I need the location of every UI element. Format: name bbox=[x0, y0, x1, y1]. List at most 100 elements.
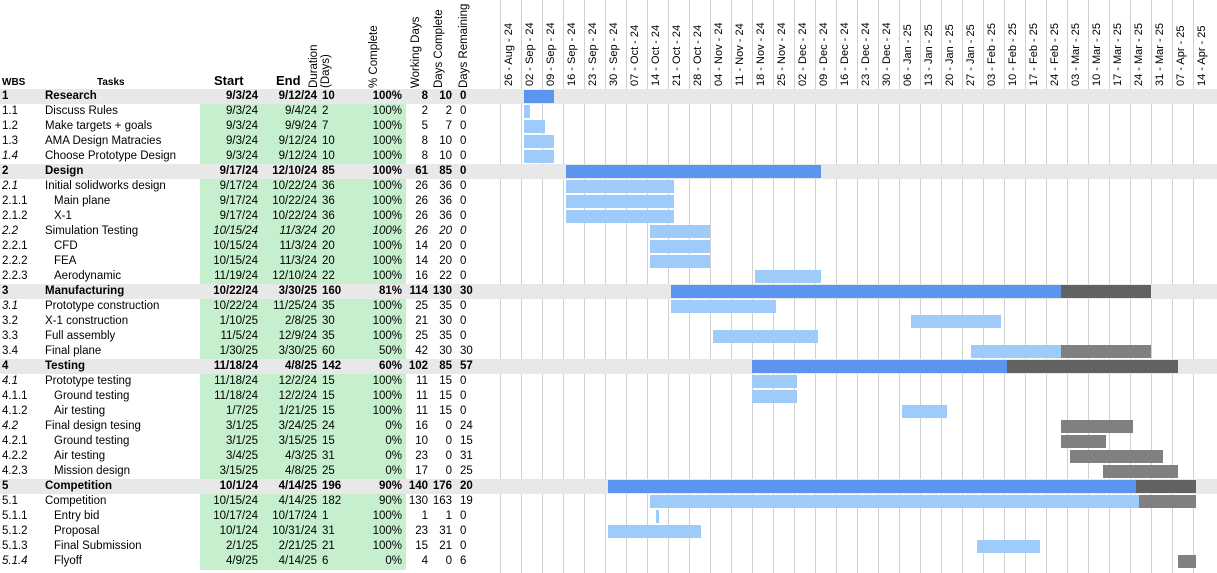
days-complete-cell[interactable]: 2 bbox=[445, 105, 452, 117]
working-days-cell[interactable]: 8 bbox=[421, 150, 428, 162]
wbs-cell[interactable]: 2.2.3 bbox=[2, 270, 28, 282]
duration-cell[interactable]: 6 bbox=[322, 555, 329, 567]
days-complete-cell[interactable]: 15 bbox=[439, 390, 452, 402]
wbs-cell[interactable]: 3.1 bbox=[2, 300, 18, 312]
end-date-cell[interactable]: 4/14/25 bbox=[278, 555, 317, 567]
wbs-cell[interactable]: 1.3 bbox=[2, 135, 18, 147]
days-remaining-cell[interactable]: 0 bbox=[460, 540, 467, 552]
working-days-cell[interactable]: 11 bbox=[416, 390, 428, 402]
wbs-cell[interactable]: 3.2 bbox=[2, 315, 18, 327]
task-name-cell[interactable]: X-1 construction bbox=[45, 315, 129, 327]
end-date-cell[interactable]: 2/8/25 bbox=[285, 315, 317, 327]
percent-complete-cell[interactable]: 100% bbox=[372, 540, 402, 552]
days-complete-cell[interactable]: 163 bbox=[432, 495, 452, 507]
end-date-cell[interactable]: 12/10/24 bbox=[272, 270, 317, 282]
days-complete-cell[interactable]: 15 bbox=[439, 375, 452, 387]
duration-cell[interactable]: 20 bbox=[322, 255, 335, 267]
days-remaining-cell[interactable]: 0 bbox=[460, 195, 467, 207]
end-date-cell[interactable]: 3/24/25 bbox=[278, 420, 317, 432]
days-remaining-cell[interactable]: 0 bbox=[460, 210, 467, 222]
wbs-cell[interactable]: 4.2.1 bbox=[2, 435, 28, 447]
days-complete-cell[interactable]: 22 bbox=[439, 270, 452, 282]
duration-cell[interactable]: 1 bbox=[322, 510, 329, 522]
days-remaining-cell[interactable]: 0 bbox=[460, 255, 467, 267]
days-remaining-cell[interactable]: 30 bbox=[460, 285, 473, 297]
percent-complete-cell[interactable]: 100% bbox=[372, 525, 402, 537]
wbs-cell[interactable]: 4 bbox=[2, 360, 9, 372]
task-row[interactable]: 4.1 Prototype testing 11/18/24 12/2/24 15 100… bbox=[0, 374, 1217, 389]
days-complete-cell[interactable]: 30 bbox=[439, 315, 452, 327]
end-date-cell[interactable]: 4/8/25 bbox=[285, 465, 317, 477]
wbs-cell[interactable]: 2.2.2 bbox=[2, 255, 28, 267]
days-remaining-cell[interactable]: 0 bbox=[460, 90, 467, 102]
wbs-cell[interactable]: 3 bbox=[2, 285, 9, 297]
days-remaining-cell[interactable]: 19 bbox=[460, 495, 473, 507]
task-name-cell[interactable]: Prototype construction bbox=[45, 300, 160, 312]
wbs-cell[interactable]: 2.1 bbox=[2, 180, 18, 192]
percent-complete-cell[interactable]: 100% bbox=[372, 270, 402, 282]
percent-complete-cell[interactable]: 100% bbox=[372, 390, 402, 402]
days-complete-cell[interactable]: 1 bbox=[445, 510, 452, 522]
task-row[interactable]: 4.2.1 Ground testing 3/1/25 3/15/25 15 0% 10 0 1… bbox=[0, 434, 1217, 449]
task-row[interactable]: 2.2.1 CFD 10/15/24 11/3/24 20 100% 14 20 0 bbox=[0, 239, 1217, 254]
task-row[interactable]: 3.4 Final plane 1/30/25 3/30/25 60 50% 42 30 30 bbox=[0, 344, 1217, 359]
days-remaining-cell[interactable]: 25 bbox=[460, 465, 473, 477]
start-date-cell[interactable]: 11/18/24 bbox=[214, 390, 258, 402]
duration-cell[interactable]: 31 bbox=[322, 450, 335, 462]
start-date-cell[interactable]: 11/5/24 bbox=[220, 330, 258, 342]
days-remaining-cell[interactable]: 0 bbox=[460, 270, 467, 282]
end-date-cell[interactable]: 9/9/24 bbox=[285, 120, 317, 132]
task-row[interactable]: 5.1.1 Entry bid 10/17/24 10/17/24 1 100% 1 1 0 bbox=[0, 509, 1217, 524]
days-complete-cell[interactable]: 10 bbox=[439, 135, 452, 147]
task-name-cell[interactable]: Entry bid bbox=[54, 510, 100, 522]
task-row[interactable]: 5.1.4 Flyoff 4/9/25 4/14/25 6 0% 4 0 6 bbox=[0, 554, 1217, 569]
working-days-cell[interactable]: 23 bbox=[415, 450, 428, 462]
percent-complete-cell[interactable]: 100% bbox=[372, 210, 402, 222]
end-date-cell[interactable]: 2/21/25 bbox=[278, 540, 317, 552]
days-remaining-cell[interactable]: 0 bbox=[460, 135, 467, 147]
days-remaining-cell[interactable]: 0 bbox=[460, 180, 467, 192]
end-date-cell[interactable]: 4/14/25 bbox=[278, 480, 317, 492]
duration-cell[interactable]: 15 bbox=[322, 390, 335, 402]
percent-complete-cell[interactable]: 100% bbox=[372, 180, 402, 192]
days-remaining-cell[interactable]: 0 bbox=[460, 300, 467, 312]
start-date-cell[interactable]: 3/4/25 bbox=[226, 450, 258, 462]
start-date-cell[interactable]: 9/17/24 bbox=[219, 165, 258, 177]
duration-cell[interactable]: 15 bbox=[322, 435, 335, 447]
start-date-cell[interactable]: 10/15/24 bbox=[213, 255, 258, 267]
start-date-cell[interactable]: 4/9/25 bbox=[226, 555, 258, 567]
duration-cell[interactable]: 36 bbox=[322, 180, 335, 192]
task-row[interactable]: 4.1.2 Air testing 1/7/25 1/21/25 15 100% 11 15 0 bbox=[0, 404, 1217, 419]
start-date-cell[interactable]: 9/3/24 bbox=[226, 150, 258, 162]
task-name-cell[interactable]: Initial solidworks design bbox=[45, 180, 166, 192]
duration-cell[interactable]: 182 bbox=[322, 495, 342, 507]
duration-cell[interactable]: 20 bbox=[322, 225, 335, 237]
days-remaining-cell[interactable]: 0 bbox=[460, 525, 467, 537]
wbs-cell[interactable]: 5.1.4 bbox=[2, 555, 28, 567]
task-row[interactable]: 3.1 Prototype construction 10/22/24 11/25/2… bbox=[0, 299, 1217, 314]
days-remaining-cell[interactable]: 24 bbox=[460, 420, 473, 432]
wbs-cell[interactable]: 4.2 bbox=[2, 420, 18, 432]
days-complete-cell[interactable]: 10 bbox=[439, 150, 452, 162]
days-remaining-cell[interactable]: 0 bbox=[460, 375, 467, 387]
wbs-cell[interactable]: 2.1.1 bbox=[2, 195, 28, 207]
days-remaining-cell[interactable]: 0 bbox=[460, 240, 467, 252]
duration-cell[interactable]: 10 bbox=[322, 135, 335, 147]
days-complete-cell[interactable]: 0 bbox=[445, 435, 452, 447]
end-date-cell[interactable]: 9/12/24 bbox=[278, 150, 317, 162]
working-days-cell[interactable]: 130 bbox=[408, 495, 428, 507]
task-name-cell[interactable]: Choose Prototype Design bbox=[45, 150, 177, 162]
percent-complete-cell[interactable]: 60% bbox=[378, 360, 402, 372]
task-row[interactable]: 4.2.3 Mission design 3/15/25 4/8/25 25 0% 17 0 2… bbox=[0, 464, 1217, 479]
days-remaining-cell[interactable]: 0 bbox=[460, 315, 467, 327]
task-name-cell[interactable]: Flyoff bbox=[54, 555, 82, 567]
working-days-cell[interactable]: 16 bbox=[415, 420, 428, 432]
start-date-cell[interactable]: 9/17/24 bbox=[219, 195, 258, 207]
percent-complete-cell[interactable]: 100% bbox=[372, 135, 402, 147]
percent-complete-cell[interactable]: 100% bbox=[372, 315, 402, 327]
start-date-cell[interactable]: 11/19/24 bbox=[214, 270, 258, 282]
days-complete-cell[interactable]: 20 bbox=[439, 240, 452, 252]
task-name-cell[interactable]: Final design tesing bbox=[45, 420, 141, 432]
days-remaining-cell[interactable]: 31 bbox=[460, 450, 473, 462]
task-name-cell[interactable]: Full assembly bbox=[45, 330, 116, 342]
